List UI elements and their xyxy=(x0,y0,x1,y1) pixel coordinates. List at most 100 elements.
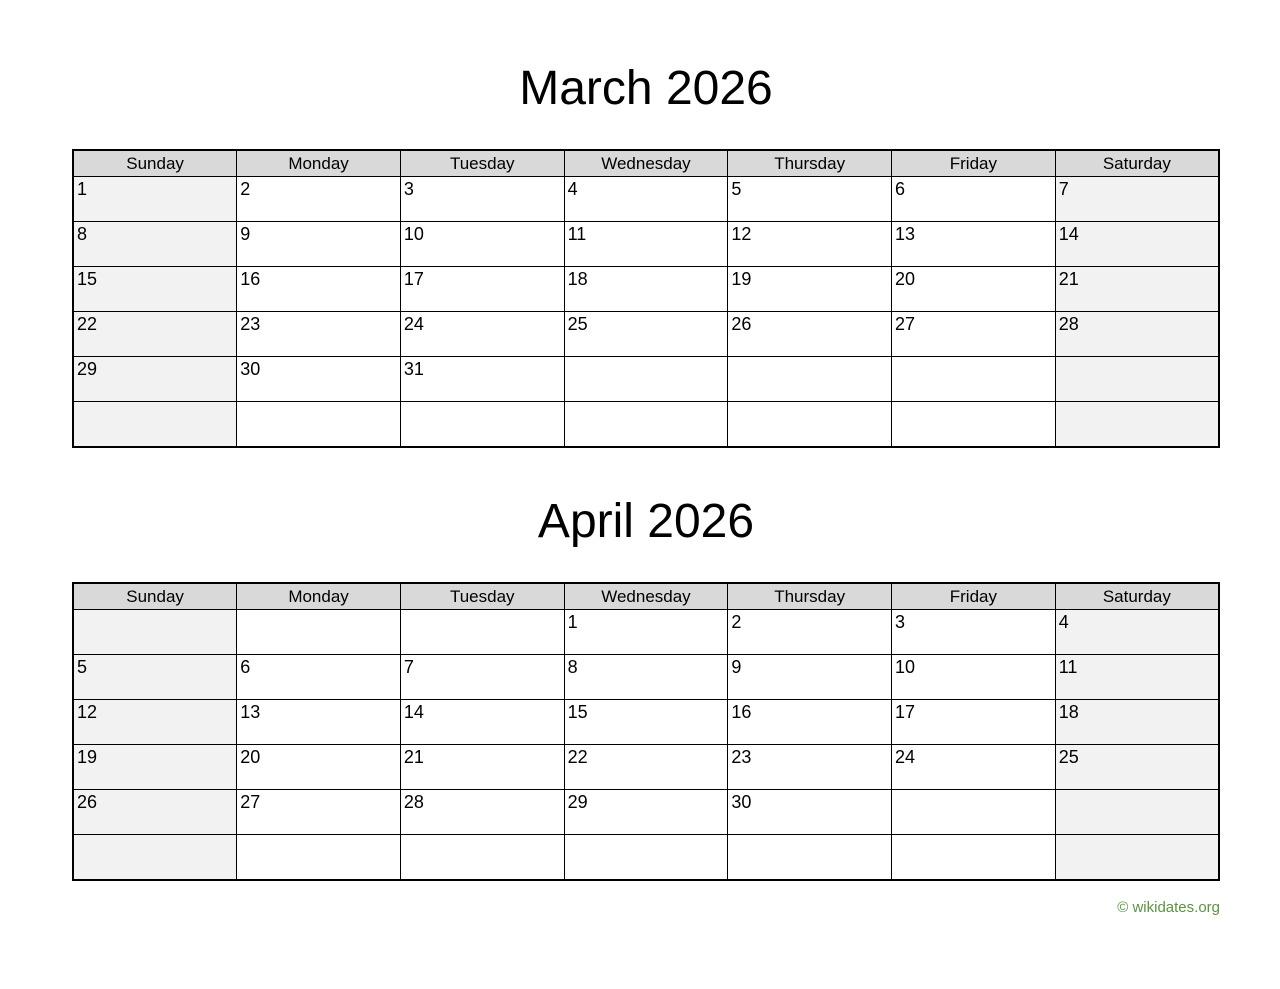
empty-day-cell xyxy=(727,356,893,402)
empty-day-cell xyxy=(891,834,1056,881)
day-cell: 12 xyxy=(72,699,238,745)
day-cell: 3 xyxy=(399,176,565,222)
day-cell: 28 xyxy=(1054,311,1220,357)
calendar-body: 1 2 3 4 5 6 7 8 9 10 11 12 13 14 15 16 17 18 19 20 21 22 23 24 2… xyxy=(72,609,1220,881)
day-cell: 7 xyxy=(1054,176,1220,222)
day-cell: 16 xyxy=(236,266,401,312)
day-cell: 8 xyxy=(72,221,238,267)
empty-day-cell xyxy=(236,834,401,881)
empty-day-cell xyxy=(1054,789,1220,835)
day-cell: 18 xyxy=(1054,699,1220,745)
day-cell: 3 xyxy=(891,609,1056,655)
day-cell: 5 xyxy=(72,654,238,700)
day-cell: 11 xyxy=(1054,654,1220,700)
week-row: 15 16 17 18 19 20 21 xyxy=(72,266,1220,312)
day-cell: 19 xyxy=(72,744,238,790)
calendar-table-april: Sunday Monday Tuesday Wednesday Thursday Frid… xyxy=(72,582,1220,881)
calendar-content: March 2026 Sunday Monday Tuesday Wednesday T… xyxy=(72,60,1220,881)
day-cell: 17 xyxy=(399,266,565,312)
empty-day-cell xyxy=(891,401,1056,448)
day-cell: 21 xyxy=(1054,266,1220,312)
day-cell: 20 xyxy=(236,744,401,790)
day-cell: 15 xyxy=(563,699,729,745)
day-cell: 12 xyxy=(727,221,893,267)
weekday-header-row: Sunday Monday Tuesday Wednesday Thursday Frid… xyxy=(72,582,1220,610)
day-cell: 25 xyxy=(1054,744,1220,790)
empty-day-cell xyxy=(72,609,238,655)
day-cell: 13 xyxy=(891,221,1056,267)
week-row: 19 20 21 22 23 24 25 xyxy=(72,744,1220,790)
day-cell: 2 xyxy=(727,609,893,655)
week-row: 29 30 31 xyxy=(72,356,1220,402)
day-cell: 14 xyxy=(399,699,565,745)
day-cell: 23 xyxy=(236,311,401,357)
day-cell: 7 xyxy=(399,654,565,700)
wikidates-copyright-link[interactable]: © wikidates.org xyxy=(1117,899,1220,916)
day-cell: 22 xyxy=(563,744,729,790)
day-cell: 10 xyxy=(399,221,565,267)
day-cell: 20 xyxy=(891,266,1056,312)
empty-day-cell xyxy=(1054,401,1220,448)
day-cell: 15 xyxy=(72,266,238,312)
day-cell: 9 xyxy=(727,654,893,700)
day-cell: 23 xyxy=(727,744,893,790)
day-cell: 26 xyxy=(72,789,238,835)
calendar-body: 1 2 3 4 5 6 7 8 9 10 11 12 13 14 15 16 17 18 19 20 21 22 23 24 2… xyxy=(72,176,1220,448)
day-cell: 13 xyxy=(236,699,401,745)
day-cell: 1 xyxy=(563,609,729,655)
day-cell: 22 xyxy=(72,311,238,357)
empty-day-cell xyxy=(72,834,238,881)
month-title-march: March 2026 xyxy=(519,62,773,115)
empty-day-cell xyxy=(399,609,565,655)
empty-day-cell xyxy=(236,401,401,448)
empty-day-cell xyxy=(399,401,565,448)
day-cell: 10 xyxy=(891,654,1056,700)
day-cell: 24 xyxy=(399,311,565,357)
day-cell: 16 xyxy=(727,699,893,745)
weekday-header-saturday: Saturday xyxy=(1054,149,1220,177)
empty-day-cell xyxy=(72,401,238,448)
week-row: 12 13 14 15 16 17 18 xyxy=(72,699,1220,745)
weekday-header-friday: Friday xyxy=(891,149,1056,177)
empty-day-cell xyxy=(727,401,893,448)
weekday-header-tuesday: Tuesday xyxy=(399,582,565,610)
empty-day-cell xyxy=(563,356,729,402)
day-cell: 4 xyxy=(563,176,729,222)
day-cell: 1 xyxy=(72,176,238,222)
weekday-header-wednesday: Wednesday xyxy=(563,149,729,177)
weekday-header-wednesday: Wednesday xyxy=(563,582,729,610)
day-cell: 31 xyxy=(399,356,565,402)
weekday-header-saturday: Saturday xyxy=(1054,582,1220,610)
day-cell: 9 xyxy=(236,221,401,267)
day-cell: 21 xyxy=(399,744,565,790)
day-cell: 24 xyxy=(891,744,1056,790)
empty-day-cell xyxy=(727,834,893,881)
day-cell: 30 xyxy=(236,356,401,402)
day-cell: 6 xyxy=(236,654,401,700)
empty-day-cell xyxy=(1054,834,1220,881)
day-cell: 5 xyxy=(727,176,893,222)
day-cell: 29 xyxy=(563,789,729,835)
week-row xyxy=(72,401,1220,448)
weekday-header-row: Sunday Monday Tuesday Wednesday Thursday Frid… xyxy=(72,149,1220,177)
day-cell: 18 xyxy=(563,266,729,312)
week-row: 8 9 10 11 12 13 14 xyxy=(72,221,1220,267)
empty-day-cell xyxy=(563,401,729,448)
day-cell: 19 xyxy=(727,266,893,312)
day-cell: 17 xyxy=(891,699,1056,745)
weekday-header-row: Sunday Monday Tuesday Wednesday Thursday Frid… xyxy=(72,582,1220,610)
day-cell: 4 xyxy=(1054,609,1220,655)
empty-day-cell xyxy=(563,834,729,881)
empty-day-cell xyxy=(399,834,565,881)
day-cell: 8 xyxy=(563,654,729,700)
calendar-table-march: Sunday Monday Tuesday Wednesday Thursday Frid… xyxy=(72,149,1220,448)
week-row: 22 23 24 25 26 27 28 xyxy=(72,311,1220,357)
weekday-header-tuesday: Tuesday xyxy=(399,149,565,177)
empty-day-cell xyxy=(236,609,401,655)
weekday-header-sunday: Sunday xyxy=(72,149,238,177)
week-row: 26 27 28 29 30 xyxy=(72,789,1220,835)
empty-day-cell xyxy=(891,356,1056,402)
day-cell: 27 xyxy=(236,789,401,835)
